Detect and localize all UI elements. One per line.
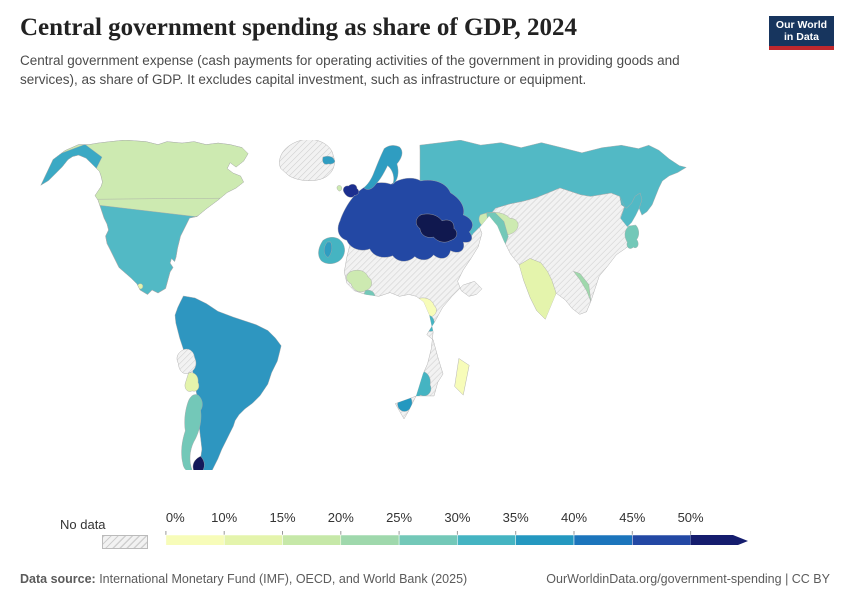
svg-text:30%: 30% — [444, 510, 470, 525]
svg-text:15%: 15% — [269, 510, 295, 525]
svg-text:35%: 35% — [503, 510, 529, 525]
svg-text:50%: 50% — [678, 510, 704, 525]
svg-text:20%: 20% — [328, 510, 354, 525]
svg-text:25%: 25% — [386, 510, 412, 525]
svg-text:40%: 40% — [561, 510, 587, 525]
svg-text:10%: 10% — [211, 510, 237, 525]
svg-text:45%: 45% — [619, 510, 645, 525]
svg-text:0%: 0% — [166, 510, 185, 525]
